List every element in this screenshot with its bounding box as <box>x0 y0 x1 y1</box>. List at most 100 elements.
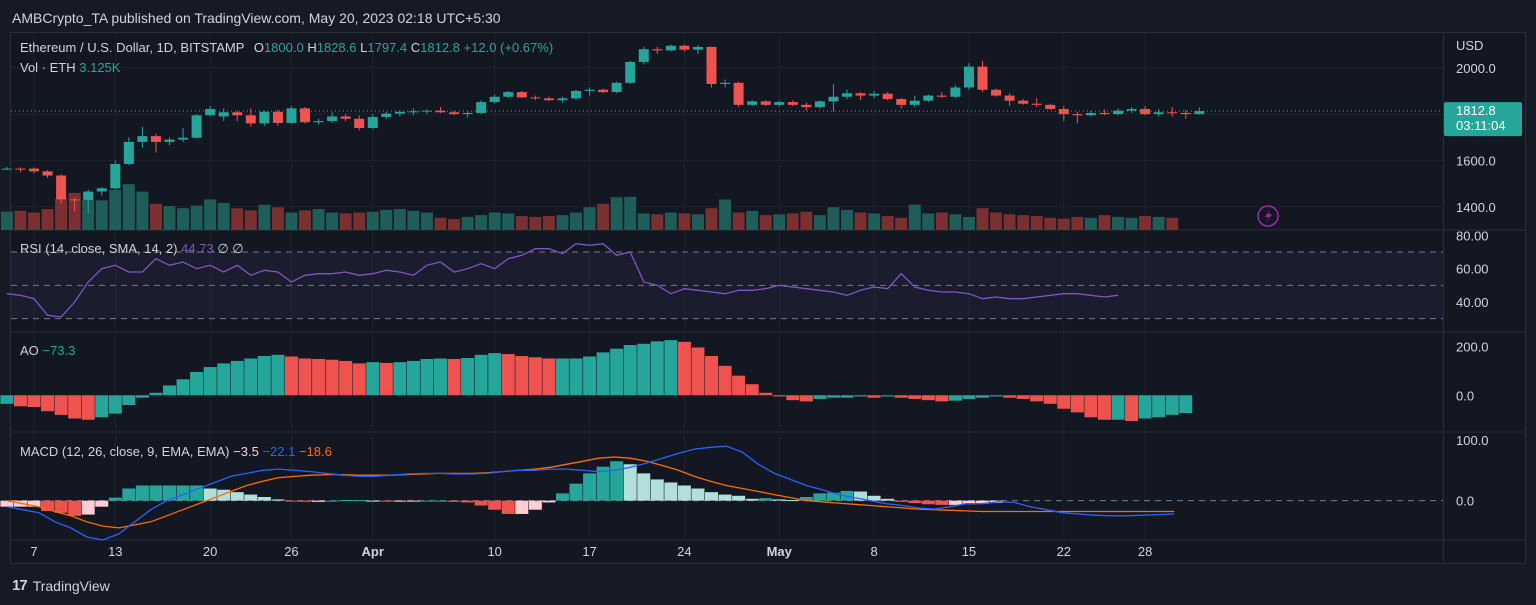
volume-label[interactable]: Vol · ETH <box>20 60 76 75</box>
candle-body <box>15 168 26 170</box>
candle-body <box>435 110 446 113</box>
macd-hist-bar <box>406 500 420 502</box>
macd-hist-bar <box>81 500 95 515</box>
macd-hist-bar <box>732 495 746 501</box>
macd-hist-bar <box>935 500 949 505</box>
candle-body <box>1 168 12 170</box>
candle-body <box>896 99 907 105</box>
candle-body <box>110 163 121 189</box>
volume-bar <box>813 215 826 230</box>
ao-bar <box>515 356 529 396</box>
candle-body <box>598 89 609 93</box>
ao-bar <box>0 395 14 404</box>
candle-body <box>625 61 636 83</box>
ao-bar <box>664 340 678 396</box>
macd-hist-bar <box>881 498 895 501</box>
candle-body <box>56 175 67 200</box>
candle-body <box>205 109 216 116</box>
macd-hist-bar <box>569 483 583 501</box>
candle-body <box>83 191 94 200</box>
candle-body <box>720 82 731 84</box>
candle-body <box>665 45 676 51</box>
volume-bar <box>41 209 54 230</box>
candle-body <box>733 82 744 105</box>
rsi-na-2: ∅ <box>232 241 244 256</box>
macd-hist-bar <box>298 500 312 502</box>
candle-body <box>950 87 961 97</box>
volume-bar <box>407 210 420 230</box>
volume-bar <box>285 212 298 230</box>
ao-bar <box>840 395 854 398</box>
price-tick-label: 2000.0 <box>1456 61 1496 76</box>
volume-bar <box>610 197 623 230</box>
candle-body <box>706 46 717 84</box>
macd-hist-bar <box>542 500 556 503</box>
ao-bar <box>1070 395 1084 413</box>
brand-name[interactable]: TradingView <box>32 577 110 594</box>
ao-bar <box>935 395 949 402</box>
time-tick-label: 10 <box>487 544 501 559</box>
macd-hist-bar <box>596 466 610 501</box>
volume-bar <box>583 207 596 230</box>
candle-body <box>178 137 189 140</box>
volume-bar <box>1152 216 1165 230</box>
ao-bar <box>677 341 691 396</box>
tradingview-logo-icon[interactable]: 17 <box>12 577 28 594</box>
macd-tick-label: 100.0 <box>1456 433 1489 448</box>
volume-bar <box>529 216 542 230</box>
ao-bar <box>989 395 1003 397</box>
ao-bar <box>298 358 312 396</box>
ao-bar <box>610 348 624 396</box>
candle-body <box>679 45 690 50</box>
ao-legend: AO −73.3 <box>20 343 75 358</box>
volume-bar <box>570 212 582 230</box>
macd-hist-bar <box>474 500 488 506</box>
macd-hist-bar <box>664 482 678 501</box>
volume-bar <box>1166 217 1179 230</box>
close-value: 1812.8 <box>420 40 460 55</box>
ao-label[interactable]: AO <box>20 343 39 358</box>
volume-bar <box>962 216 975 230</box>
candle-body <box>828 96 839 102</box>
volume-bar <box>190 205 203 230</box>
macd-hist-bar <box>325 500 339 502</box>
macd-hist-bar <box>54 500 68 513</box>
alert-icon <box>1257 205 1279 227</box>
macd-hist-bar <box>420 500 434 502</box>
candle-body <box>381 113 392 117</box>
volume-bar <box>271 207 284 230</box>
volume-bar <box>448 219 461 230</box>
time-tick-label: 8 <box>870 544 877 559</box>
ao-bar <box>772 395 786 397</box>
time-tick-label: 20 <box>203 544 217 559</box>
volume-bar <box>895 217 908 230</box>
macd-hist-bar <box>163 485 176 501</box>
rsi-line <box>6 243 1119 318</box>
rsi-value: 44.73 <box>181 241 214 256</box>
macd-legend: MACD (12, 26, close, 9, EMA, EMA) −3.5 −… <box>20 444 332 459</box>
macd-hist-bar <box>393 500 407 502</box>
macd-hist-bar <box>826 492 840 501</box>
symbol-label[interactable]: Ethereum / U.S. Dollar, 1D, BITSTAMP <box>20 40 245 55</box>
macd-hist-bar <box>623 464 637 501</box>
currency-label: USD <box>1456 38 1483 53</box>
volume-bar <box>1044 217 1057 230</box>
volume-bar <box>827 207 840 230</box>
volume-bar <box>244 210 257 230</box>
ao-bar <box>68 395 82 419</box>
time-tick-label: 7 <box>30 544 37 559</box>
candle-body <box>923 95 934 101</box>
volume-bar <box>1003 214 1016 230</box>
volume-bar <box>55 198 68 230</box>
rsi-label[interactable]: RSI (14, close, SMA, 14, 2) <box>20 241 178 256</box>
macd-hist-bar <box>257 496 271 501</box>
volume-bar <box>312 209 325 230</box>
volume-bar <box>935 212 948 230</box>
candle-body <box>1085 112 1096 116</box>
ao-bar <box>867 395 881 398</box>
macd-hist-bar <box>434 500 447 502</box>
ao-bar <box>81 395 95 420</box>
macd-label[interactable]: MACD (12, 26, close, 9, EMA, EMA) <box>20 444 230 459</box>
candle-body <box>286 108 297 123</box>
